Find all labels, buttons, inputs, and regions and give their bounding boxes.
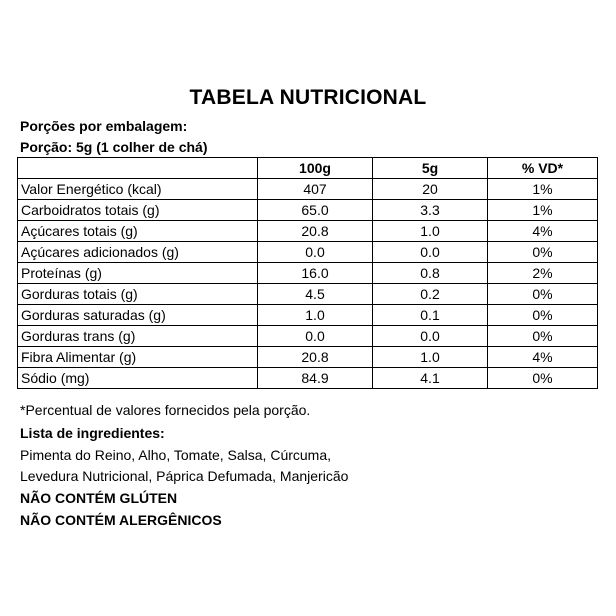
value-per-100g: 65.0 (257, 199, 373, 221)
table-row: Fibra Alimentar (g) 20.8 1.0 4% (17, 346, 598, 368)
value-per-100g: 20.8 (257, 346, 373, 368)
ingredients-line-2: Levedura Nutricional, Páprica Defumada, … (20, 468, 349, 484)
value-per-100g: 407 (257, 178, 373, 200)
table-row: Carboidratos totais (g) 65.0 3.3 1% (17, 199, 598, 221)
nutrient-name: Açúcares totais (g) (17, 220, 258, 242)
gluten-free-notice: NÃO CONTÉM GLÚTEN (20, 490, 178, 506)
value-per-100g: 0.0 (257, 325, 373, 347)
table-row: Açúcares adicionados (g) 0.0 0.0 0% (17, 241, 598, 263)
table-row: Proteínas (g) 16.0 0.8 2% (17, 262, 598, 284)
nutrient-name: Sódio (mg) (17, 367, 258, 389)
value-per-serving: 0.2 (372, 283, 488, 305)
value-per-serving: 1.0 (372, 346, 488, 368)
value-per-serving: 20 (372, 178, 488, 200)
value-per-100g: 0.0 (257, 241, 373, 263)
table-row: Gorduras totais (g) 4.5 0.2 0% (17, 283, 598, 305)
header-row: 100g 5g % VD* (17, 157, 598, 179)
nutrient-name: Carboidratos totais (g) (17, 199, 258, 221)
value-per-serving: 0.8 (372, 262, 488, 284)
nutrient-name: Gorduras totais (g) (17, 283, 258, 305)
daily-value-percent: 4% (487, 346, 598, 368)
header-per-100g: 100g (257, 157, 373, 179)
value-per-100g: 84.9 (257, 367, 373, 389)
daily-value-percent: 0% (487, 241, 598, 263)
value-per-serving: 4.1 (372, 367, 488, 389)
value-per-100g: 16.0 (257, 262, 373, 284)
ingredients-line-1: Pimenta do Reino, Alho, Tomate, Salsa, C… (20, 447, 332, 463)
header-daily-value: % VD* (487, 157, 598, 179)
daily-value-percent: 0% (487, 367, 598, 389)
serving-size: Porção: 5g (1 colher de chá) (20, 139, 208, 155)
value-per-serving: 3.3 (372, 199, 488, 221)
value-per-100g: 20.8 (257, 220, 373, 242)
value-per-serving: 0.0 (372, 241, 488, 263)
nutrition-table-header: 100g 5g % VD* (17, 157, 598, 179)
table-row: Sódio (mg) 84.9 4.1 0% (17, 367, 598, 389)
page-title: TABELA NUTRICIONAL (189, 86, 427, 109)
table-row: Gorduras trans (g) 0.0 0.0 0% (17, 325, 598, 347)
daily-value-percent: 4% (487, 220, 598, 242)
daily-value-percent: 0% (487, 283, 598, 305)
daily-value-percent: 2% (487, 262, 598, 284)
nutrient-name: Proteínas (g) (17, 262, 258, 284)
table-row: Açúcares totais (g) 20.8 1.0 4% (17, 220, 598, 242)
nutrient-name: Fibra Alimentar (g) (17, 346, 258, 368)
header-per-serving: 5g (372, 157, 488, 179)
value-per-serving: 1.0 (372, 220, 488, 242)
nutrient-name: Açúcares adicionados (g) (17, 241, 258, 263)
allergen-free-notice: NÃO CONTÉM ALERGÊNICOS (20, 512, 222, 528)
value-per-serving: 0.0 (372, 325, 488, 347)
ingredients-title: Lista de ingredientes: (20, 425, 165, 441)
nutrition-table: 100g 5g % VD* Valor Energético (kcal) 40… (17, 157, 598, 389)
daily-value-percent: 0% (487, 325, 598, 347)
nutrient-name: Gorduras trans (g) (17, 325, 258, 347)
table-row: Valor Energético (kcal) 407 20 1% (17, 178, 598, 200)
table-row: Gorduras saturadas (g) 1.0 0.1 0% (17, 304, 598, 326)
value-per-100g: 1.0 (257, 304, 373, 326)
portions-per-package: Porções por embalagem: (20, 118, 188, 134)
daily-value-percent: 1% (487, 178, 598, 200)
daily-value-footnote: *Percentual de valores fornecidos pela p… (20, 402, 311, 418)
value-per-serving: 0.1 (372, 304, 488, 326)
value-per-100g: 4.5 (257, 283, 373, 305)
daily-value-percent: 0% (487, 304, 598, 326)
nutrient-name: Valor Energético (kcal) (17, 178, 258, 200)
daily-value-percent: 1% (487, 199, 598, 221)
header-nutrient (17, 157, 258, 179)
nutrient-name: Gorduras saturadas (g) (17, 304, 258, 326)
nutrition-table-body: Valor Energético (kcal) 407 20 1% Carboi… (17, 178, 598, 389)
